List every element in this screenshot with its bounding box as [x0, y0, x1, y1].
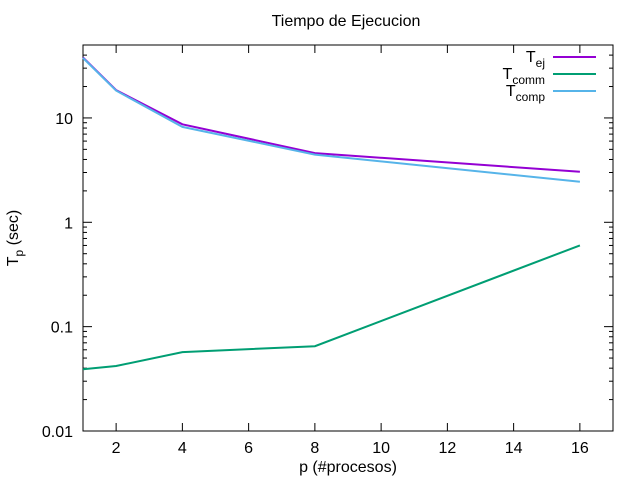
chart-title: Tiempo de Ejecucion	[272, 13, 421, 30]
x-axis: 2 4 6 8 10 12 14 16	[112, 45, 589, 457]
y-axis-label: Tp (sec)	[5, 210, 26, 266]
y-tick-label: 10	[55, 111, 73, 128]
x-axis-label: p (#procesos)	[299, 459, 397, 476]
x-tick-label: 6	[244, 440, 253, 457]
legend-label-ej: Tej	[526, 49, 545, 70]
series-line-comm	[82, 244, 581, 371]
legend-label-comm: Tcomm	[503, 66, 545, 87]
y-tick-label: 1	[64, 215, 73, 232]
legend-label-comp: Tcomp	[506, 83, 545, 104]
y-axis-label-rest: (sec)	[5, 210, 22, 250]
x-tick-label: 10	[372, 440, 390, 457]
y-tick-label: 0.01	[42, 424, 73, 441]
x-tick-label: 8	[310, 440, 319, 457]
series-line-comp	[82, 57, 581, 183]
y-axis-label-main: T	[5, 256, 22, 266]
x-tick-label: 4	[178, 440, 187, 457]
y-axis-label-sub: p	[12, 249, 26, 256]
series-layer	[82, 56, 581, 371]
x-tick-label: 2	[112, 440, 121, 457]
x-tick-label: 14	[505, 440, 523, 457]
x-tick-label: 16	[571, 440, 589, 457]
y-axis: 0.01 0.1 1 10	[42, 44, 613, 441]
x-tick-label: 12	[438, 440, 456, 457]
y-tick-label: 0.1	[51, 320, 73, 337]
